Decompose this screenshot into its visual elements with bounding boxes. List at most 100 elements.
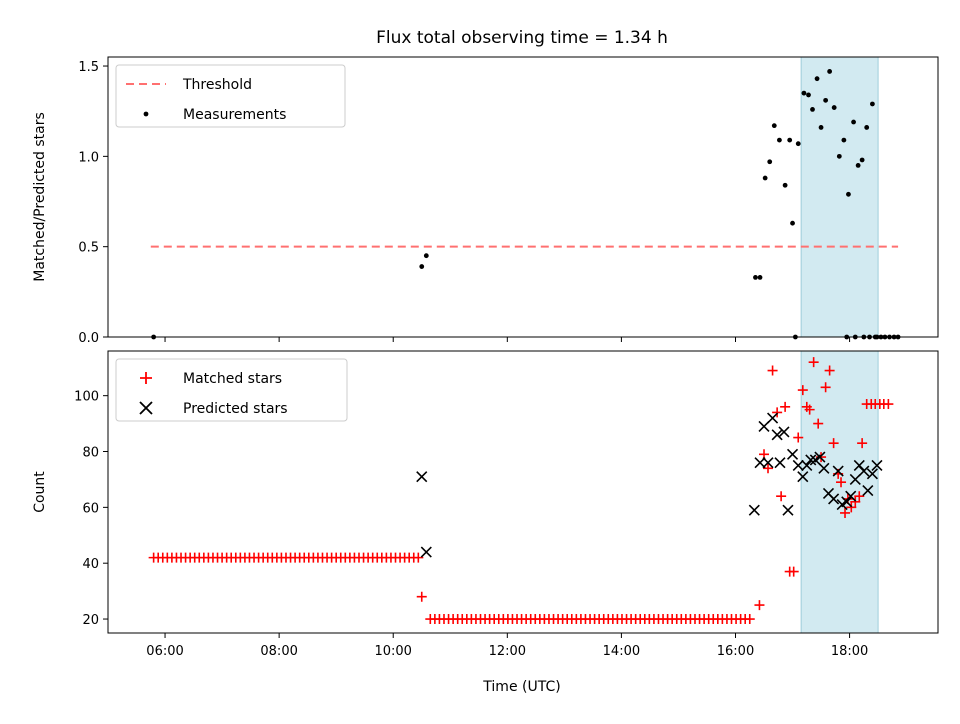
series-bottom-0 <box>149 357 894 625</box>
data-point <box>420 546 432 558</box>
data-point <box>793 432 804 443</box>
x-tick-label: 18:00 <box>831 644 868 659</box>
data-point <box>767 412 779 424</box>
data-point <box>862 485 874 497</box>
data-point <box>858 465 870 477</box>
data-point <box>419 264 425 269</box>
y-tick-label: 80 <box>82 446 99 461</box>
data-point <box>820 382 831 393</box>
data-point <box>771 429 783 441</box>
data-point <box>805 454 817 466</box>
y-tick-label: 1.0 <box>78 150 99 165</box>
data-point <box>772 407 783 418</box>
x-tick-label: 10:00 <box>374 644 411 659</box>
data-point <box>762 457 774 469</box>
data-point <box>758 420 770 432</box>
data-point <box>851 119 856 125</box>
legend-swatch <box>139 401 153 415</box>
data-point <box>786 448 799 460</box>
data-point <box>780 401 791 412</box>
data-point <box>850 496 861 507</box>
data-point <box>748 504 760 516</box>
data-point <box>836 153 842 159</box>
data-point <box>778 426 790 438</box>
data-point <box>818 462 830 474</box>
observing-span-top <box>800 56 879 338</box>
chart-title: Flux total observing time = 1.34 h <box>376 28 668 48</box>
data-point <box>859 157 865 163</box>
legend-label: Predicted stars <box>183 401 288 417</box>
x-tick-label: 12:00 <box>489 644 526 659</box>
data-point <box>846 502 857 513</box>
data-point <box>813 418 824 429</box>
data-point <box>777 137 782 143</box>
data-point <box>814 76 820 82</box>
legend-label: Matched stars <box>183 371 282 387</box>
y-tick-label: 20 <box>82 613 99 628</box>
data-point <box>840 507 851 518</box>
data-point <box>423 253 429 259</box>
plot-frame-top <box>107 56 939 338</box>
data-point <box>774 457 786 469</box>
data-point <box>744 614 755 625</box>
data-point <box>416 591 427 602</box>
x-tick-label: 06:00 <box>146 644 183 659</box>
legend-label: Measurements <box>183 107 286 123</box>
data-point <box>828 493 840 505</box>
data-point <box>871 459 883 472</box>
legend-bottom: Matched stars Predicted stars <box>115 358 348 422</box>
data-point <box>828 438 839 449</box>
data-point <box>836 477 847 488</box>
x-tick-label: 14:00 <box>603 644 640 659</box>
plot-frame-bottom <box>107 350 939 634</box>
legend-top: Threshold Measurements <box>115 64 346 128</box>
data-point <box>776 491 787 502</box>
data-point <box>782 182 788 188</box>
data-point <box>832 465 844 477</box>
y-tick-label: 60 <box>82 501 99 516</box>
y-tick-label: 40 <box>82 557 99 572</box>
data-point <box>841 496 853 508</box>
y-tick-label: 100 <box>74 390 99 405</box>
data-point <box>797 471 809 483</box>
data-point <box>855 162 861 168</box>
data-point <box>763 463 774 474</box>
data-point <box>797 385 808 396</box>
data-point <box>767 159 773 165</box>
data-point <box>754 457 766 469</box>
data-point <box>827 69 833 74</box>
data-point <box>754 600 765 611</box>
legend-box <box>115 358 348 422</box>
y-axis-label-top: Matched/Predicted stars <box>32 112 48 282</box>
x-axis-label: Time (UTC) <box>482 679 560 695</box>
data-point <box>823 97 829 103</box>
data-point <box>753 274 758 280</box>
y-axis-label-bottom: Count <box>32 471 48 513</box>
data-point <box>788 566 799 577</box>
data-point <box>808 357 819 368</box>
data-point <box>757 274 763 280</box>
data-point <box>416 471 428 483</box>
data-point <box>818 125 824 130</box>
data-point <box>824 365 835 376</box>
data-point <box>801 90 807 96</box>
legend-swatch <box>143 111 149 117</box>
y-tick-label: 0.0 <box>78 331 99 346</box>
data-point <box>795 141 801 147</box>
legend-box <box>115 64 346 128</box>
data-point <box>854 491 865 502</box>
data-point <box>869 101 875 107</box>
data-point <box>801 459 813 472</box>
data-point <box>787 137 793 143</box>
data-point <box>841 137 847 143</box>
observing-span-bottom <box>800 350 879 634</box>
x-tick-label: 16:00 <box>717 644 754 659</box>
data-point <box>762 175 768 181</box>
x-tick-label: 08:00 <box>260 644 297 659</box>
data-point <box>792 459 804 472</box>
data-point <box>831 105 837 110</box>
data-point <box>782 504 794 516</box>
data-point <box>857 438 868 449</box>
data-point <box>845 490 857 502</box>
